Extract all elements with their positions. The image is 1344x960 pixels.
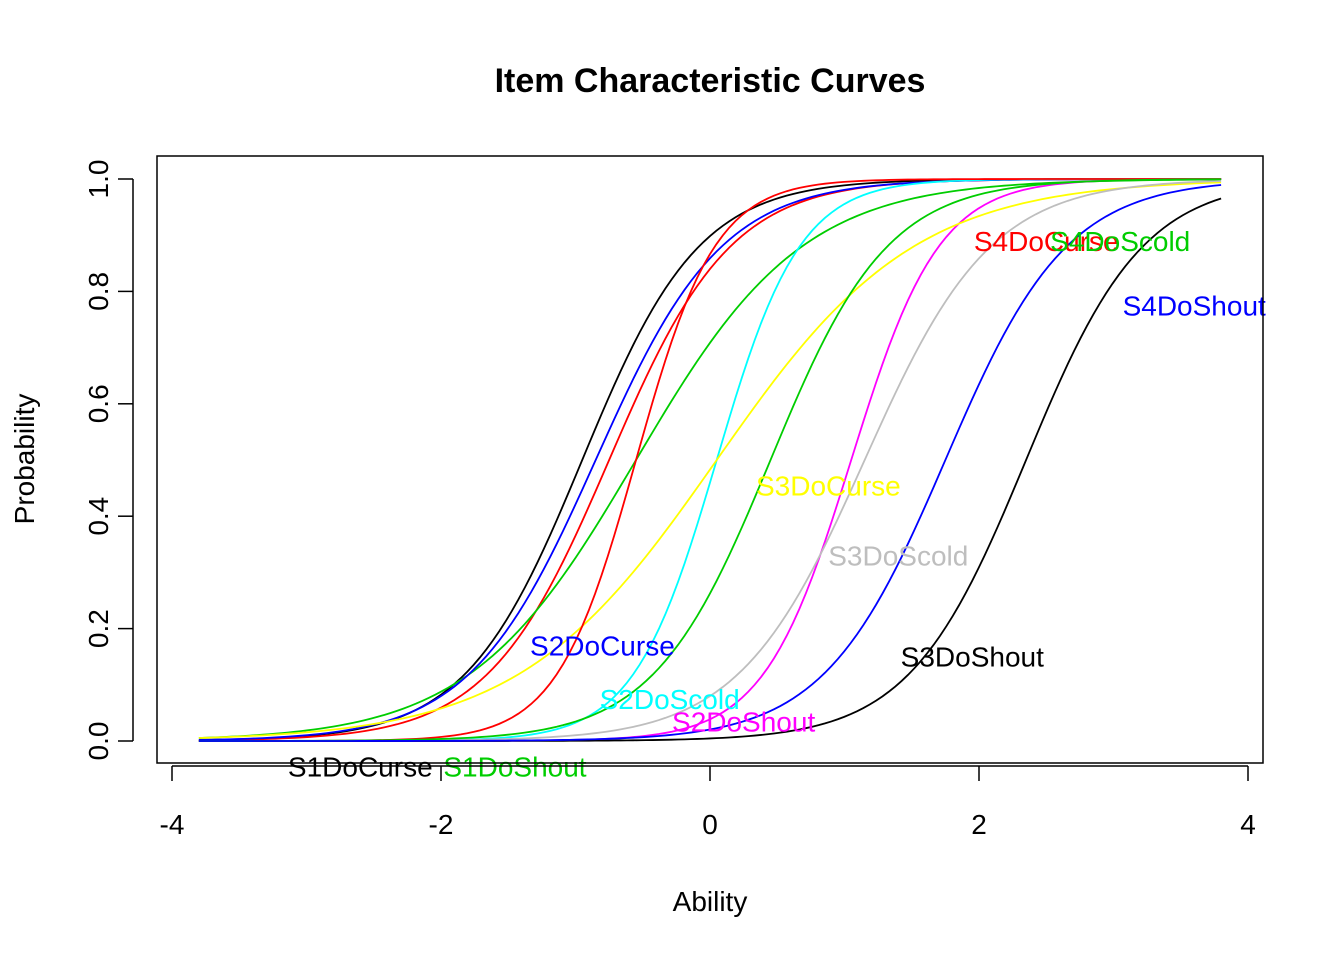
curve-label-s3docurse: S3DoCurse [756,470,901,501]
x-tick-label: -4 [160,809,185,840]
x-axis-label: Ability [673,886,748,917]
curve-label-s4doscold: S4DoScold [1050,226,1190,257]
curve-3 [198,178,1222,739]
x-tick-label: 0 [702,809,718,840]
x-axis: -4 -2 0 2 4 [160,765,1256,840]
curve-label-s4doshout: S4DoShout [1123,290,1266,321]
curve-11 [198,178,1222,742]
curve-label-s1docurse: S1DoCurse [288,751,433,782]
annotations-layer: S1DoCurse S1DoShout S2DoCurse S2DoScoldS2Do… [288,226,1266,782]
curve-2 [198,178,1222,742]
curve-label-s3doscold: S3DoScold [828,541,968,572]
y-tick-label: 0.6 [83,384,114,423]
curve-1 [198,178,1222,742]
curve-label-s2doscold: S2DoScold [600,684,740,715]
plot-frame [156,155,1264,764]
curve-4 [198,178,1222,741]
y-tick-label: 0.8 [83,272,114,311]
y-tick-label: 0.2 [83,609,114,648]
curve-label-s1doshout: S1DoShout [443,751,586,782]
curve-label-s2docurse: S2DoCurse [530,630,675,661]
curve-10 [198,178,1222,742]
curve-7 [198,181,1222,739]
x-tick-label: 2 [971,809,987,840]
curves-layer [198,178,1222,742]
curve-5 [198,178,1222,742]
y-tick-label: 1.0 [83,160,114,199]
y-axis: 0.0 0.2 0.4 0.6 0.8 1.0 [83,160,134,761]
chart-title: Item Characteristic Curves [495,62,926,100]
y-tick-label: 0.4 [83,497,114,536]
x-tick-label: 4 [1240,809,1256,840]
curve-12 [198,184,1222,742]
curve-8 [198,180,1222,742]
y-tick-label: 0.0 [83,722,114,761]
curve-6 [198,178,1222,742]
curve-label-s3doshout: S3DoShout [901,642,1044,673]
curve-label-s4docurse: S4DoCurse [974,226,1119,257]
y-axis-label: Probability [9,394,40,525]
curve-label-s2doshout: S2DoShout [672,706,815,737]
x-tick-label: -2 [429,809,454,840]
